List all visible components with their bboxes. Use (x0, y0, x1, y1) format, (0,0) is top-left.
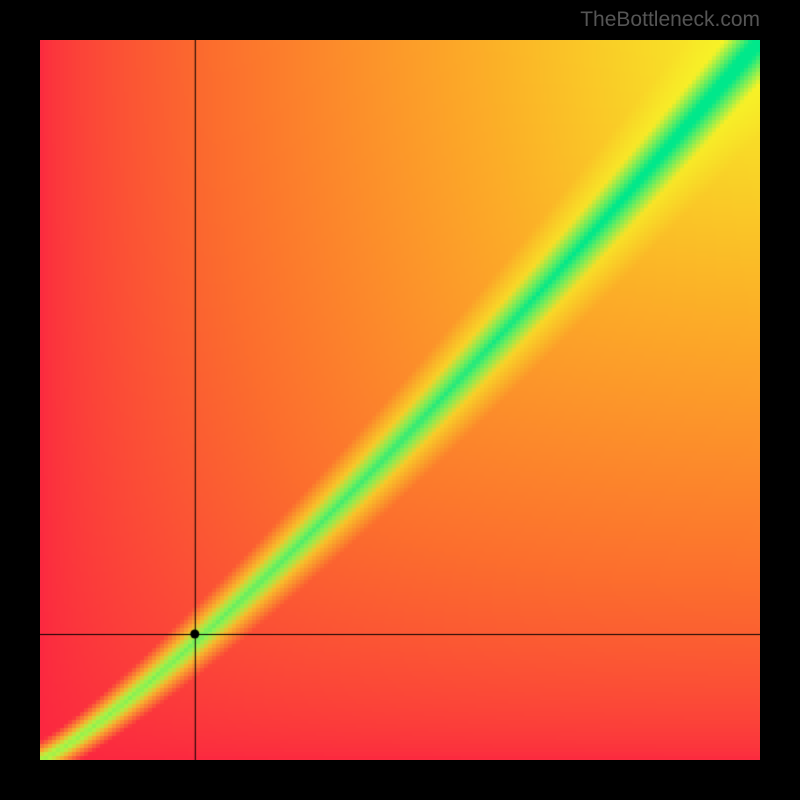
watermark-text: TheBottleneck.com (580, 8, 760, 32)
bottleneck-heatmap (40, 40, 760, 760)
